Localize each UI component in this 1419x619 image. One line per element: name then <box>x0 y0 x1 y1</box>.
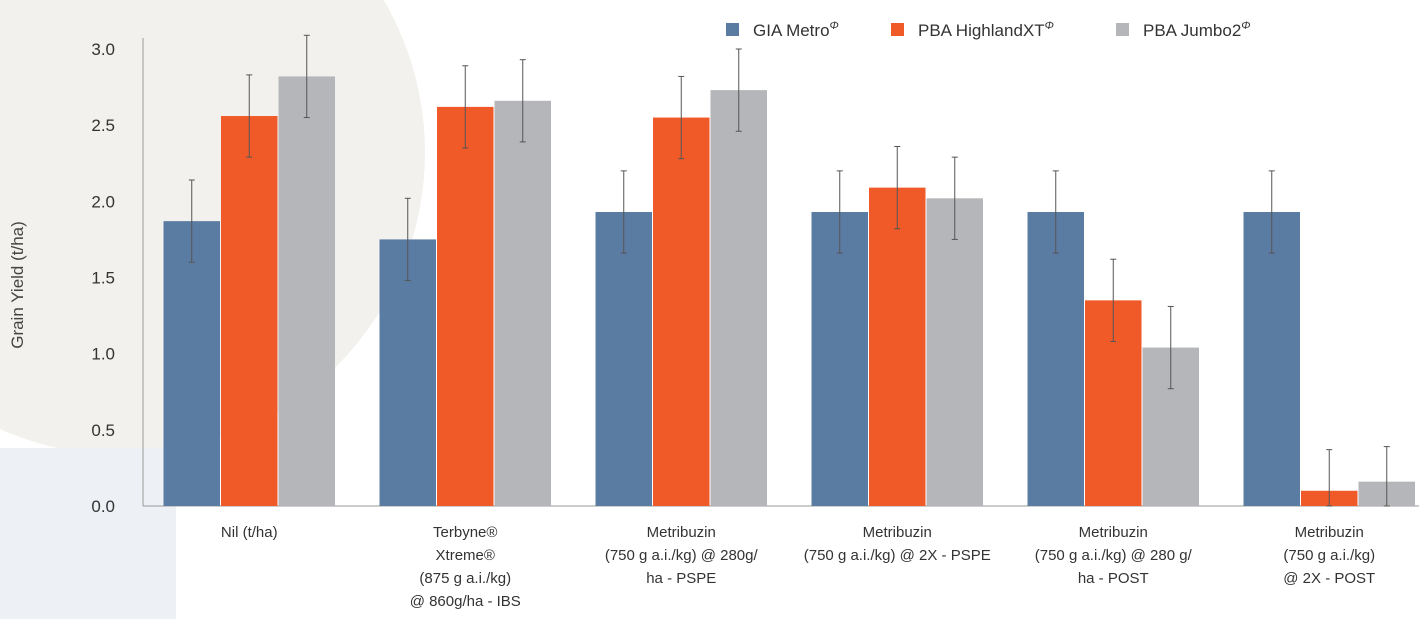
bar <box>494 100 551 506</box>
x-category-label: Metribuzin <box>1079 524 1148 541</box>
bar <box>653 117 710 507</box>
x-category-label: Xtreme® <box>436 547 495 564</box>
y-tick-labels: 0.0 0.5 1.0 1.5 2.0 2.5 3.0 <box>91 40 115 516</box>
background-block-blue <box>0 448 176 619</box>
bar <box>710 90 767 506</box>
bar <box>437 106 494 507</box>
legend-swatch <box>891 23 904 36</box>
bar <box>926 198 983 506</box>
x-category-label: ha - PSPE <box>646 570 716 587</box>
x-category-label: Metribuzin <box>1295 524 1364 541</box>
bar <box>278 76 335 507</box>
y-tick-label: 1.0 <box>91 345 115 364</box>
y-tick-label: 0.0 <box>91 497 115 516</box>
legend-label: PBA Jumbo2Φ <box>1143 20 1251 40</box>
x-category-label: (750 g a.i./kg) <box>1283 547 1375 564</box>
bars <box>163 76 1415 507</box>
x-category-label: @ 860g/ha - IBS <box>410 593 521 610</box>
x-category-labels: Nil (t/ha) Terbyne® Xtreme® (875 g a.i./kg)… <box>221 524 1375 610</box>
bar <box>221 116 278 506</box>
x-category-label: (875 g a.i./kg) <box>419 570 511 587</box>
x-category-label: (750 g a.i./kg) @ 280 g/ <box>1035 547 1193 564</box>
bar <box>1027 211 1084 506</box>
bar <box>869 187 926 506</box>
y-tick-label: 0.5 <box>91 421 115 440</box>
y-tick-label: 1.5 <box>91 269 115 288</box>
x-category-label: Metribuzin <box>863 524 932 541</box>
y-tick-label: 3.0 <box>91 40 115 59</box>
legend-swatch <box>1116 23 1129 36</box>
bar <box>811 211 868 506</box>
x-category-label: @ 2X - POST <box>1283 570 1375 587</box>
y-tick-label: 2.0 <box>91 192 115 211</box>
x-category-label: Terbyne® <box>433 524 497 541</box>
axes <box>142 38 1419 507</box>
bar <box>1243 211 1300 506</box>
x-category-label: ha - POST <box>1078 570 1149 587</box>
bar <box>163 221 220 507</box>
y-tick-label: 2.5 <box>91 116 115 135</box>
error-bars <box>188 34 1390 507</box>
bar <box>595 211 652 506</box>
legend-label: GIA MetroΦ <box>753 20 839 40</box>
bar <box>379 239 436 506</box>
x-category-label: Nil (t/ha) <box>221 524 278 541</box>
x-category-label: (750 g a.i./kg) @ 2X - PSPE <box>804 547 991 564</box>
y-axis-title: Grain Yield (t/ha) <box>8 221 27 349</box>
legend: GIA MetroΦ PBA HighlandXTΦ PBA Jumbo2Φ <box>726 20 1251 40</box>
x-category-label: (750 g a.i./kg) @ 280g/ <box>605 547 759 564</box>
legend-swatch <box>726 23 739 36</box>
x-category-label: Metribuzin <box>647 524 716 541</box>
legend-label: PBA HighlandXTΦ <box>918 20 1054 40</box>
